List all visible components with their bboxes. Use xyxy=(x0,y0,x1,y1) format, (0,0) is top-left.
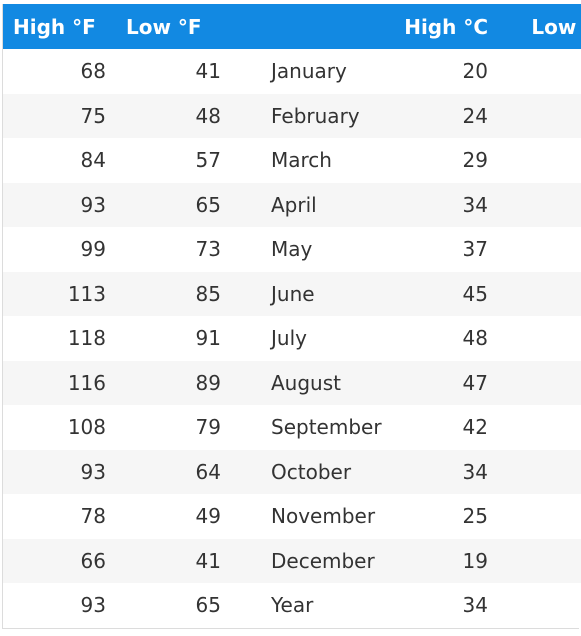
cell-high-c: 34 xyxy=(462,593,488,618)
table-header: High °F Low °F High °C Low °C xyxy=(3,4,581,49)
climate-table-container: High °F Low °F High °C Low °C 68 41 Janu… xyxy=(2,4,581,629)
cell-low-f: 91 xyxy=(195,326,221,351)
cell-high-c: 45 xyxy=(462,281,488,306)
cell-low-c: 18 xyxy=(490,450,581,495)
table-body: 68 41 January 20 5 75 48 February 24 9 8… xyxy=(3,49,581,628)
cell-low-f: 48 xyxy=(195,103,221,128)
cell-low-c: 33 xyxy=(490,316,581,361)
cell-low-f: 65 xyxy=(195,593,221,618)
cell-low-c: 5 xyxy=(490,539,581,584)
table-row: 78 49 November 25 10 xyxy=(3,494,581,539)
table-row: 118 91 July 48 33 xyxy=(3,316,581,361)
cell-month: May xyxy=(271,237,313,262)
header-row: High °F Low °F High °C Low °C xyxy=(3,4,581,49)
cell-month: June xyxy=(271,281,315,306)
cell-month: July xyxy=(271,326,307,351)
cell-month: November xyxy=(271,504,376,529)
cell-high-c: 34 xyxy=(462,192,488,217)
cell-month: March xyxy=(271,148,332,173)
cell-low-c: 5 xyxy=(490,49,581,94)
cell-high-c: 24 xyxy=(462,103,488,128)
header-high-f: High °F xyxy=(13,14,96,39)
cell-high-f: 116 xyxy=(67,370,106,395)
cell-high-c: 47 xyxy=(462,370,488,395)
cell-low-c: 30 xyxy=(490,272,581,317)
cell-high-c: 34 xyxy=(462,459,488,484)
cell-high-c: 19 xyxy=(462,548,488,573)
cell-month: September xyxy=(271,415,382,440)
climate-table: High °F Low °F High °C Low °C 68 41 Janu… xyxy=(3,4,581,628)
cell-low-f: 65 xyxy=(195,192,221,217)
cell-low-f: 85 xyxy=(195,281,221,306)
table-row: 116 89 August 47 31 xyxy=(3,360,581,406)
cell-high-f: 84 xyxy=(80,148,106,173)
cell-high-f: 68 xyxy=(80,59,106,84)
cell-low-c: 23 xyxy=(490,227,581,272)
header-low-c: Low °C xyxy=(531,14,581,39)
table-row-year: 93 65 Year 34 18 xyxy=(3,583,581,628)
cell-high-f: 93 xyxy=(80,593,106,618)
cell-high-f: 93 xyxy=(80,459,106,484)
cell-month: February xyxy=(271,103,360,128)
cell-low-f: 64 xyxy=(195,459,221,484)
table-row: 93 65 April 34 18 xyxy=(3,182,581,228)
cell-month: August xyxy=(271,370,341,395)
cell-high-f: 118 xyxy=(67,326,106,351)
header-high-c: High °C xyxy=(404,14,488,39)
cell-high-f: 93 xyxy=(80,192,106,217)
table-row: 68 41 January 20 5 xyxy=(3,49,581,94)
cell-month: Year xyxy=(271,593,314,618)
table-row: 108 79 September 42 26 xyxy=(3,405,581,450)
header-low-f: Low °F xyxy=(126,14,202,39)
cell-low-c: 31 xyxy=(490,361,581,406)
cell-low-c: 10 xyxy=(490,494,581,539)
cell-low-c: 26 xyxy=(490,405,581,450)
cell-low-f: 41 xyxy=(195,548,221,573)
cell-low-f: 49 xyxy=(195,504,221,529)
header-month xyxy=(223,4,393,49)
table-row: 66 41 December 19 5 xyxy=(3,538,581,584)
cell-month: April xyxy=(271,192,317,217)
cell-high-f: 66 xyxy=(80,548,106,573)
cell-low-c: 14 xyxy=(490,138,581,183)
table-row: 84 57 March 29 14 xyxy=(3,138,581,183)
cell-high-f: 113 xyxy=(67,281,106,306)
cell-month: December xyxy=(271,548,375,573)
cell-low-f: 41 xyxy=(195,59,221,84)
table-row: 113 85 June 45 30 xyxy=(3,271,581,317)
cell-month: October xyxy=(271,459,352,484)
table-row: 93 64 October 34 18 xyxy=(3,449,581,495)
cell-low-f: 57 xyxy=(195,148,221,173)
cell-high-f: 78 xyxy=(80,504,106,529)
cell-low-f: 79 xyxy=(195,415,221,440)
cell-month: January xyxy=(271,59,347,84)
cell-low-f: 89 xyxy=(195,370,221,395)
cell-high-f: 75 xyxy=(80,103,106,128)
cell-high-c: 20 xyxy=(462,59,488,84)
cell-high-f: 99 xyxy=(80,237,106,262)
cell-high-c: 37 xyxy=(462,237,488,262)
cell-high-c: 29 xyxy=(462,148,488,173)
cell-high-c: 48 xyxy=(462,326,488,351)
cell-high-c: 25 xyxy=(462,504,488,529)
cell-high-c: 42 xyxy=(462,415,488,440)
cell-low-f: 73 xyxy=(195,237,221,262)
table-row: 99 73 May 37 23 xyxy=(3,227,581,272)
table-row: 75 48 February 24 9 xyxy=(3,93,581,139)
cell-low-c: 18 xyxy=(490,583,581,628)
cell-high-f: 108 xyxy=(67,415,106,440)
cell-low-c: 18 xyxy=(490,183,581,228)
cell-low-c: 9 xyxy=(490,94,581,139)
